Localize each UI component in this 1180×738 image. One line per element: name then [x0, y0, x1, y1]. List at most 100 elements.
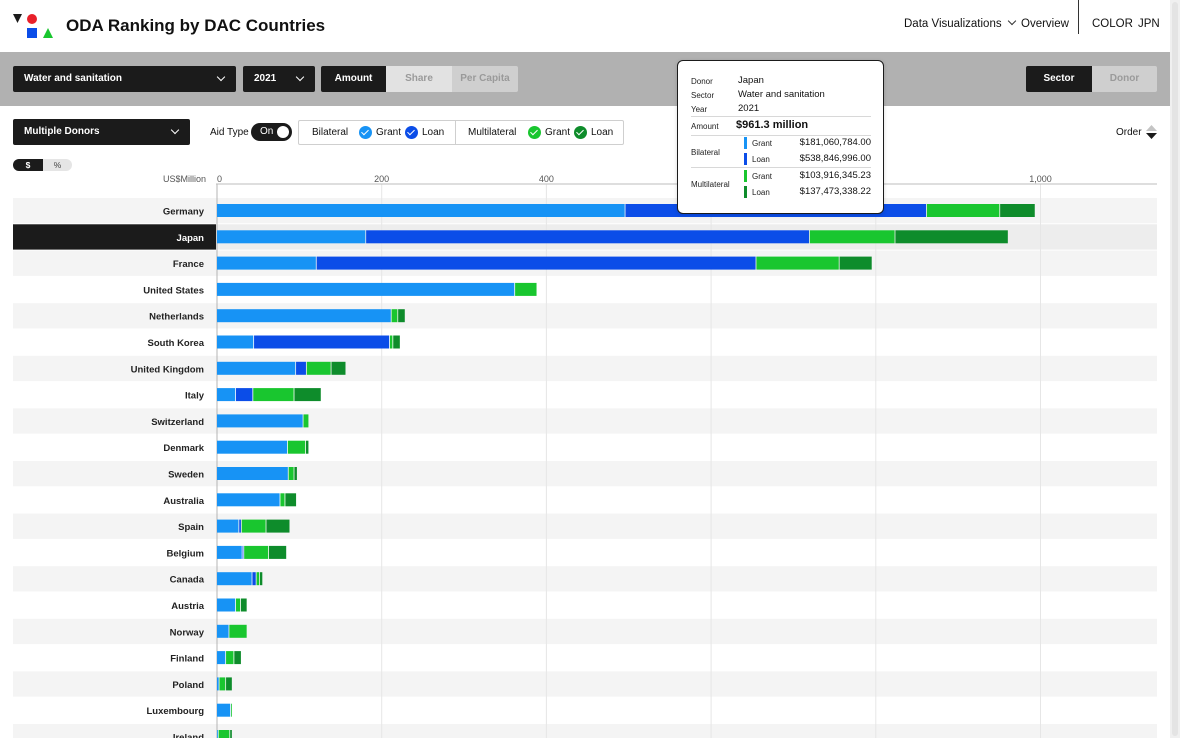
bar-south-korea-multilateral-loan[interactable]	[393, 335, 400, 349]
tooltip-bilateral-loan-label: Loan	[752, 155, 770, 164]
bar-austria-multilateral-loan[interactable]	[240, 598, 247, 612]
bar-austria-bilateral-grant[interactable]	[217, 598, 236, 612]
bar-france-bilateral-grant[interactable]	[217, 256, 316, 270]
bar-netherlands-bilateral-grant[interactable]	[217, 309, 391, 323]
bar-italy-multilateral-grant[interactable]	[253, 388, 294, 402]
bar-luxembourg-bilateral-grant[interactable]	[217, 703, 231, 717]
bar-ireland-bilateral-grant[interactable]	[217, 730, 218, 738]
bar-finland-multilateral-loan[interactable]	[234, 651, 241, 665]
bar-france-multilateral-loan[interactable]	[839, 256, 872, 270]
bar-japan-bilateral-grant[interactable]	[217, 230, 366, 244]
bar-spain-bilateral-loan[interactable]	[239, 519, 241, 533]
bar-japan-multilateral-grant[interactable]	[809, 230, 895, 244]
tooltip-multilateral-label: Multilateral	[691, 180, 730, 189]
bar-sweden-multilateral-grant[interactable]	[288, 467, 294, 480]
row-background	[13, 513, 1157, 539]
bar-italy-multilateral-loan[interactable]	[294, 388, 321, 402]
unit-percent-button[interactable]: %	[53, 160, 62, 170]
multilateral-grant-check-icon[interactable]	[528, 126, 541, 139]
bar-poland-multilateral-loan[interactable]	[226, 677, 232, 691]
sector-dropdown[interactable]: Water and sanitation	[13, 66, 236, 92]
oda-ranking-chart: 0 200 400 1,000 US$Million Germany Japan France…	[13, 174, 1157, 738]
bar-belgium-multilateral-grant[interactable]	[244, 545, 269, 559]
category-label-italy: Italy	[185, 391, 205, 402]
bar-netherlands-multilateral-loan[interactable]	[398, 309, 405, 323]
bar-spain-multilateral-loan[interactable]	[266, 519, 290, 533]
bar-poland-bilateral-grant[interactable]	[217, 677, 219, 691]
bar-canada-bilateral-loan[interactable]	[252, 572, 256, 586]
bar-austria-multilateral-grant[interactable]	[235, 598, 241, 612]
bar-france-multilateral-grant[interactable]	[756, 256, 839, 270]
bilateral-loan-check-icon[interactable]	[405, 126, 418, 139]
bar-norway-multilateral-grant[interactable]	[229, 624, 247, 638]
measure-amount-button[interactable]: Amount	[321, 66, 386, 92]
bar-australia-multilateral-loan[interactable]	[285, 493, 297, 507]
bar-germany-multilateral-loan[interactable]	[1000, 204, 1035, 217]
bar-finland-bilateral-grant[interactable]	[217, 651, 226, 665]
bar-belgium-bilateral-grant[interactable]	[217, 545, 242, 559]
page-scrollbar[interactable]	[1170, 0, 1180, 738]
category-label-japan: Japan	[177, 233, 205, 244]
bar-italy-bilateral-loan[interactable]	[235, 388, 253, 402]
bar-denmark-multilateral-loan[interactable]	[305, 440, 309, 454]
chevron-down-icon	[295, 72, 305, 82]
bar-belgium-multilateral-loan[interactable]	[268, 545, 287, 559]
scrollbar-thumb[interactable]	[1172, 2, 1178, 736]
bar-sweden-multilateral-loan[interactable]	[294, 467, 297, 480]
measure-per-capita-button[interactable]: Per Capita	[452, 66, 518, 92]
year-dropdown-value: 2021	[254, 73, 277, 84]
nav-data-visualizations[interactable]: Data Visualizations	[904, 16, 1016, 30]
bar-south-korea-bilateral-grant[interactable]	[217, 335, 254, 349]
bilateral-grant-check-icon[interactable]	[359, 126, 372, 139]
row-background	[13, 355, 1157, 382]
bar-denmark-multilateral-grant[interactable]	[287, 440, 306, 454]
bar-japan-multilateral-loan[interactable]	[895, 230, 1008, 244]
bar-united-kingdom-bilateral-grant[interactable]	[217, 361, 296, 375]
bar-united-kingdom-multilateral-grant[interactable]	[306, 361, 331, 375]
bar-south-korea-bilateral-loan[interactable]	[254, 335, 390, 349]
bar-ireland-multilateral-grant[interactable]	[218, 730, 230, 738]
year-dropdown[interactable]: 2021	[243, 66, 315, 92]
nav-color[interactable]: COLOR	[1092, 18, 1133, 30]
bar-sweden-bilateral-grant[interactable]	[217, 467, 288, 480]
view-donor-button[interactable]: Donor	[1092, 66, 1157, 92]
bar-canada-multilateral-grant[interactable]	[256, 572, 260, 586]
bar-south-korea-multilateral-grant[interactable]	[389, 335, 393, 349]
bar-spain-bilateral-grant[interactable]	[217, 519, 239, 533]
bar-switzerland-bilateral-grant[interactable]	[217, 414, 303, 428]
sort-order-icon[interactable]	[1146, 125, 1157, 139]
bar-canada-multilateral-loan[interactable]	[259, 572, 263, 586]
tooltip-amount-value: $961.3 million	[736, 119, 809, 131]
bar-ireland-multilateral-loan[interactable]	[230, 730, 232, 738]
bar-france-bilateral-loan[interactable]	[316, 256, 756, 270]
unit-toggle: $ %	[13, 159, 72, 171]
bar-japan-bilateral-loan[interactable]	[366, 230, 810, 244]
bar-australia-multilateral-grant[interactable]	[280, 493, 285, 507]
bar-poland-multilateral-grant[interactable]	[219, 677, 226, 691]
bar-germany-multilateral-grant[interactable]	[926, 204, 1000, 217]
bar-finland-multilateral-grant[interactable]	[226, 651, 234, 665]
aid-type-toggle[interactable]: On	[251, 123, 292, 141]
bar-united-kingdom-bilateral-loan[interactable]	[296, 361, 306, 375]
bar-norway-bilateral-grant[interactable]	[217, 624, 229, 638]
bar-germany-bilateral-grant[interactable]	[217, 204, 625, 217]
bar-spain-multilateral-grant[interactable]	[241, 519, 266, 533]
bar-denmark-bilateral-grant[interactable]	[217, 440, 288, 454]
multilateral-loan-check-icon[interactable]	[574, 126, 587, 139]
bar-italy-bilateral-grant[interactable]	[217, 388, 236, 402]
bar-united-kingdom-multilateral-loan[interactable]	[331, 361, 346, 375]
measure-share-button[interactable]: Share	[386, 66, 452, 92]
bar-australia-bilateral-grant[interactable]	[217, 493, 280, 507]
view-sector-button[interactable]: Sector	[1026, 66, 1092, 92]
donor-dropdown[interactable]: Multiple Donors	[13, 119, 190, 145]
nav-overview[interactable]: Overview	[1021, 18, 1069, 30]
bar-united-states-bilateral-grant[interactable]	[217, 282, 515, 296]
nav-language-jpn[interactable]: JPN	[1138, 18, 1160, 30]
bar-switzerland-multilateral-grant[interactable]	[303, 414, 309, 428]
bar-luxembourg-multilateral-grant[interactable]	[230, 703, 232, 717]
bar-united-states-multilateral-grant[interactable]	[515, 282, 537, 296]
bar-belgium-bilateral-loan[interactable]	[242, 545, 244, 559]
bar-netherlands-multilateral-grant[interactable]	[391, 309, 398, 323]
bar-canada-bilateral-grant[interactable]	[217, 572, 252, 586]
unit-dollar-button[interactable]: $	[13, 159, 43, 171]
